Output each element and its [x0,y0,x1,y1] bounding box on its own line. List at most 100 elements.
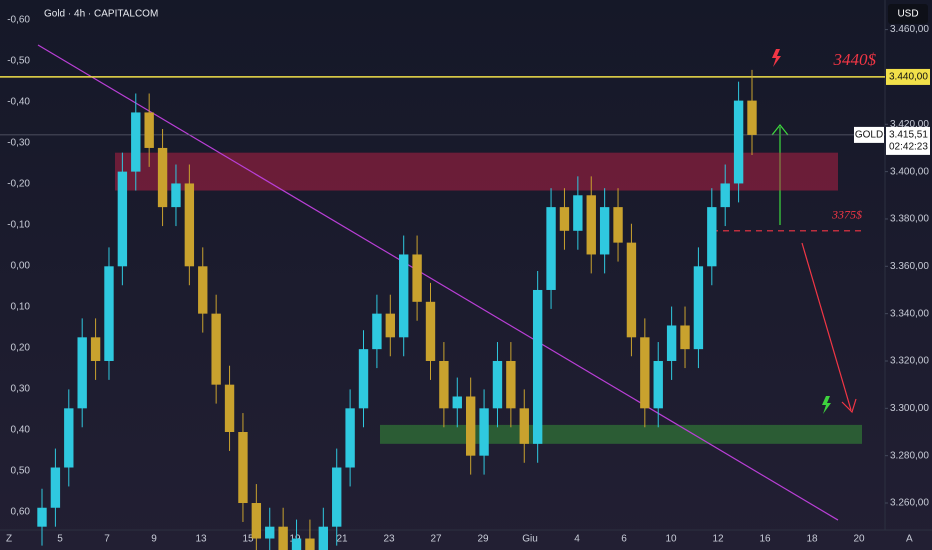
currency[interactable]: USD [897,9,918,20]
x-tick-label: 20 [853,534,865,545]
y2-tick-label: 0,10 [11,302,31,313]
x-tick-label: 23 [383,534,395,545]
candle-body [318,526,329,550]
y2-tick-label: 0,20 [11,343,31,354]
x-tick-label: 29 [477,534,489,545]
candle-body [37,507,47,527]
last-price-bg [886,126,930,155]
y2-tick-label: 0,30 [11,384,31,395]
x-tick-label: 15 [242,534,254,545]
candle-body [104,266,114,361]
candle-body [305,538,315,550]
candle-body [425,301,436,361]
candle-body [131,112,141,172]
candle-body [720,183,730,208]
candle-body [345,408,355,468]
y-tick-label: 3.360,00 [890,261,929,272]
annotation: 3375$ [831,208,862,222]
candle-body [385,313,395,338]
y2-tick-label: -0,60 [7,15,30,26]
candle-body [198,266,208,314]
y2-tick-label: 0,50 [11,466,31,477]
x-tick-label: 9 [151,534,157,545]
candle-body [747,100,757,135]
candle-body [707,207,717,267]
currency-badge[interactable] [888,4,928,24]
candle-body [399,254,409,338]
candle-body [412,254,422,302]
candle-body [532,289,543,444]
y-tick-label: 3.420,00 [890,119,929,130]
y2-tick-label: -0,40 [7,97,30,108]
candle-body [278,526,288,550]
lightning-icon [772,49,781,67]
trendline [37,44,839,521]
candle-body [64,408,74,468]
candle-body [479,408,489,456]
candle-body [613,207,623,243]
candle-body [666,325,677,361]
zone [115,152,838,191]
x-tick-label: 12 [712,534,724,545]
y-tick-label: 3.380,00 [890,214,929,225]
x-tick-label: 21 [336,534,348,545]
symbol: GOLD [855,130,883,141]
y-tick-label: 3.320,00 [890,356,929,367]
candle-body [77,337,87,409]
candle-body [599,207,610,255]
arrow-head [771,124,789,136]
x-tick-label: Giu [522,534,538,545]
level-label: 3.440,00 [889,72,928,83]
arrow-head [841,398,857,414]
candle-body [519,408,529,444]
x-tick-label: 18 [806,534,818,545]
annotation: 3440$ [833,50,877,69]
candle-body [332,467,342,527]
candle-body [171,183,181,208]
countdown: 02:42:23 [889,142,928,153]
candle-body [573,195,583,231]
arrow [801,242,852,411]
candle-body [144,112,154,148]
candle-body [265,526,275,539]
y2-tick-label: 0,00 [11,261,31,272]
candle-body [184,183,195,267]
candle-body [90,337,101,361]
y-tick-label: 3.260,00 [890,498,929,509]
candle-body [439,360,449,409]
candle-body [546,207,556,290]
y2-tick-label: -0,30 [7,138,30,149]
x-tick-label: 10 [665,534,677,545]
x-tick-label: 6 [621,534,627,545]
candle-body [733,100,744,184]
candle-body [506,360,516,409]
candle-body [291,538,302,550]
y-tick-label: 3.400,00 [890,166,929,177]
x-tick-label: 7 [104,534,110,545]
candle-body [586,195,596,255]
level-label-bg [886,68,930,85]
candle-body [680,325,690,350]
x-tick-label: 13 [195,534,207,545]
zone [380,424,862,444]
candle-body [224,384,235,433]
candle-body [465,396,476,456]
y2-tick-label: -0,20 [7,179,30,190]
candle-body [211,313,221,385]
lightning-icon [822,396,831,414]
y-tick-label: 3.340,00 [890,308,929,319]
candle-body [626,242,637,338]
candle-body [559,207,570,231]
y-tick-label: 3.280,00 [890,450,929,461]
candle-body [358,349,369,409]
chart-title: Gold · 4h · CAPITALCOM [44,9,158,20]
y2-tick-label: -0,10 [7,220,30,231]
x-tick-label: 27 [430,534,442,545]
candle-body [640,337,650,409]
candle-body [492,360,503,409]
candle-body [117,171,128,267]
y2-tick-label: 0,40 [11,425,31,436]
candle-body [653,360,663,409]
